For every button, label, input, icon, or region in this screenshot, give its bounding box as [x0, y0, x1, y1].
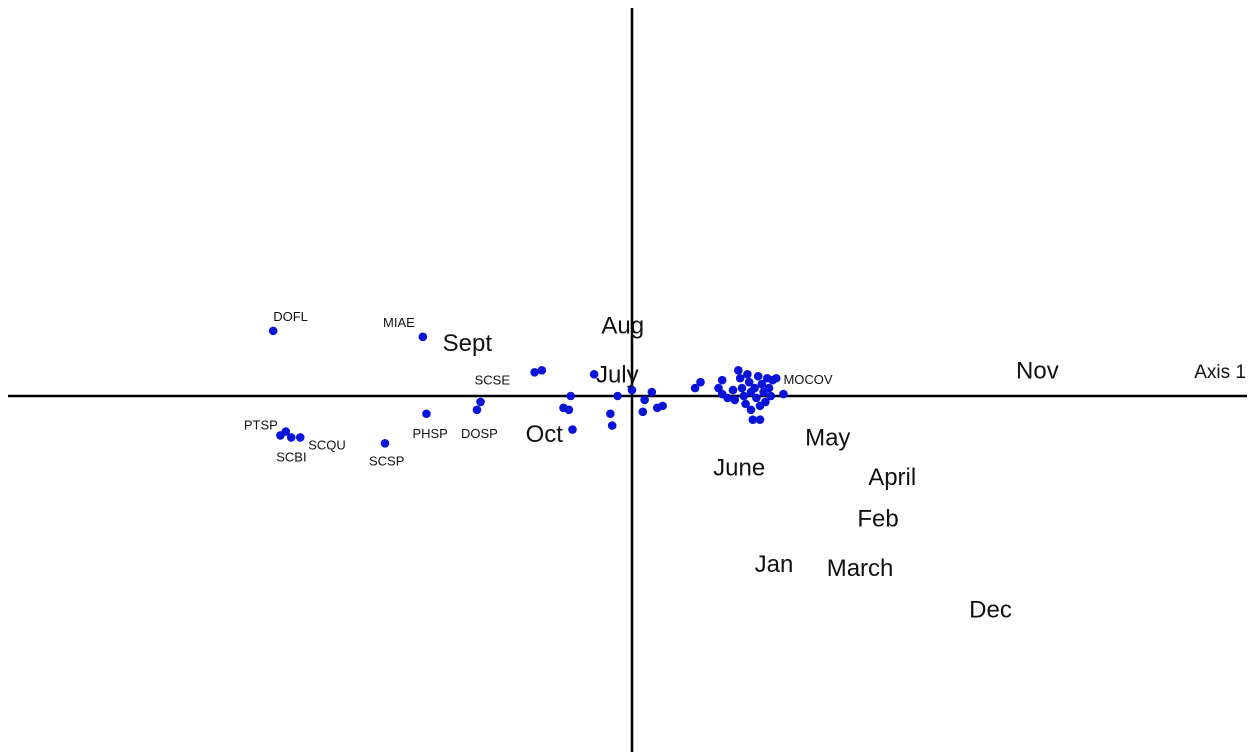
- species-label-phsp: PHSP: [412, 426, 447, 441]
- x-axis-title: Axis 1: [1194, 362, 1246, 383]
- month-label-nov: Nov: [1016, 358, 1059, 385]
- month-label-jan: Jan: [755, 551, 794, 578]
- species-point: [658, 401, 667, 411]
- species-point: [564, 405, 574, 415]
- species-point: [568, 425, 577, 434]
- species-point: [757, 379, 767, 389]
- species-label-dosp: DOSP: [461, 426, 498, 441]
- species-label-ptsp: PTSP: [244, 418, 278, 433]
- species-point: [744, 377, 754, 387]
- species-point-dosp: [472, 405, 482, 415]
- species-label-mocov: MOCOV: [783, 372, 832, 387]
- species-point: [761, 397, 770, 407]
- species-point-scsp: [380, 439, 390, 448]
- species-point: [746, 405, 756, 415]
- species-point: [640, 395, 649, 405]
- species-point: [743, 369, 752, 379]
- species-point: [753, 371, 763, 381]
- species-point: [690, 383, 700, 393]
- species-point: [607, 421, 617, 430]
- species-point: [589, 369, 599, 379]
- month-label-april: April: [868, 464, 916, 491]
- species-label-scse: SCSE: [475, 372, 511, 387]
- species-point-dofl: [268, 326, 278, 336]
- month-label-oct: Oct: [526, 421, 564, 448]
- species-point: [606, 409, 615, 419]
- species-point: [764, 383, 774, 393]
- species-label-scsp: SCSP: [369, 453, 404, 468]
- species-point: [750, 383, 759, 393]
- species-point: [739, 391, 749, 401]
- species-point: [566, 391, 575, 401]
- species-point-miae: [418, 332, 428, 342]
- species-point: [647, 387, 657, 397]
- species-point: [748, 415, 758, 424]
- species-label-dofl: DOFL: [273, 309, 308, 324]
- month-label-sept: Sept: [443, 330, 493, 357]
- species-point: [723, 393, 732, 403]
- month-label-march: March: [827, 555, 894, 582]
- species-label-scbi: SCBI: [276, 449, 306, 464]
- species-point: [728, 385, 738, 395]
- species-point: [730, 395, 740, 405]
- month-label-dec: Dec: [969, 596, 1012, 623]
- species-point: [537, 366, 547, 375]
- month-label-feb: Feb: [857, 506, 898, 533]
- month-label-june: June: [713, 454, 765, 481]
- species-point: [696, 377, 705, 387]
- species-label-miae: MIAE: [383, 315, 415, 330]
- species-label-scqu: SCQU: [308, 437, 346, 452]
- month-label-aug: Aug: [601, 312, 644, 339]
- species-point: [771, 373, 781, 383]
- species-point: [476, 397, 485, 407]
- species-point-scbi: [286, 433, 296, 442]
- month-labels: Aug July Sept Oct Nov May June April Feb Jan March…: [443, 312, 1059, 623]
- species-point: [755, 415, 765, 424]
- species-point: [766, 391, 776, 401]
- species-point-phsp: [422, 409, 431, 419]
- species-point: [613, 391, 622, 401]
- species-points: [268, 326, 788, 448]
- species-point: [734, 366, 743, 375]
- species-point: [627, 385, 637, 395]
- species-point: [737, 383, 747, 393]
- species-point: [735, 373, 745, 383]
- species-point-ptsp: [281, 427, 291, 436]
- species-point-scqu: [295, 433, 305, 442]
- species-point: [638, 407, 648, 417]
- species-point-scse: [530, 368, 539, 377]
- month-label-may: May: [805, 425, 850, 452]
- species-point: [717, 375, 727, 385]
- species-point-mocov: [779, 389, 788, 399]
- species-point: [752, 393, 761, 403]
- species-point: [741, 399, 750, 409]
- month-label-july: July: [596, 362, 639, 389]
